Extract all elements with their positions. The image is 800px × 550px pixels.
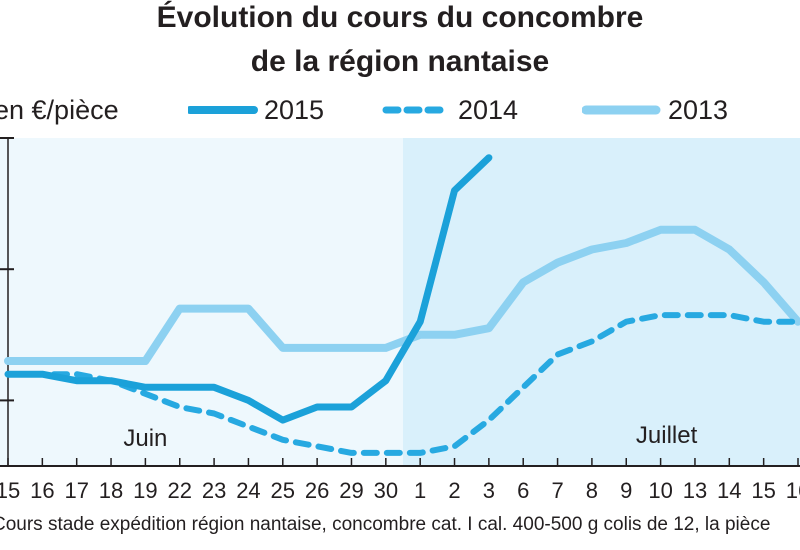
june-background <box>0 138 403 466</box>
x-tick-label: 30 <box>374 478 398 503</box>
x-tick-label: 29 <box>339 478 363 503</box>
chart-title-line2: de la région nantaise <box>250 45 550 78</box>
legend-swatch-2013 <box>582 105 661 115</box>
x-tick-label: 16 <box>30 478 54 503</box>
x-tick-label: 14 <box>717 478 741 503</box>
month-label-juillet: Juillet <box>636 422 698 449</box>
x-tick-label: 24 <box>236 478 260 503</box>
x-tick-label: 7 <box>551 478 563 503</box>
x-tick-label: 6 <box>517 478 529 503</box>
x-axis-ticks: 15 16 17 18 19 22 23 24 25 26 29 30 1 2 3 6 7 8 9 10 13 14 15 1… <box>0 458 800 503</box>
x-tick-label: 19 <box>133 478 157 503</box>
series-2014-line <box>5 312 800 456</box>
series-2015-line <box>4 154 493 424</box>
x-tick-label: 18 <box>99 478 123 503</box>
x-tick-label: 13 <box>683 478 707 503</box>
legend-swatch-2014 <box>382 106 450 114</box>
x-tick-label: 10 <box>648 478 672 503</box>
legend-label-2013: 2013 <box>668 95 729 125</box>
y-axis-label: en €/pièce <box>0 95 119 125</box>
x-tick-label: 8 <box>586 478 598 503</box>
legend-label-2015: 2015 <box>264 95 325 125</box>
x-tick-label: 22 <box>167 478 191 503</box>
footnote: Cours stade expédition région nantaise, … <box>0 514 771 535</box>
x-tick-label: 25 <box>271 478 295 503</box>
x-tick-label: 3 <box>483 478 495 503</box>
series-2013-line <box>4 225 800 365</box>
x-tick-label: 15 <box>0 478 20 503</box>
chart-title-line1: Évolution du cours du concombre <box>156 1 644 34</box>
series-layer <box>4 154 800 456</box>
x-tick-label: 17 <box>64 478 88 503</box>
x-tick-label: 9 <box>620 478 632 503</box>
july-background <box>403 138 800 466</box>
x-tick-label: 1 <box>414 478 426 503</box>
legend-swatch-2015 <box>188 106 258 114</box>
y-axis-ticks <box>0 137 14 402</box>
x-tick-label: 2 <box>448 478 460 503</box>
x-tick-label: 16 <box>786 478 800 503</box>
x-tick-label: 26 <box>305 478 329 503</box>
x-tick-label: 23 <box>202 478 226 503</box>
x-tick-label: 15 <box>751 478 775 503</box>
legend-label-2014: 2014 <box>458 95 519 125</box>
month-label-juin: Juin <box>123 425 167 452</box>
